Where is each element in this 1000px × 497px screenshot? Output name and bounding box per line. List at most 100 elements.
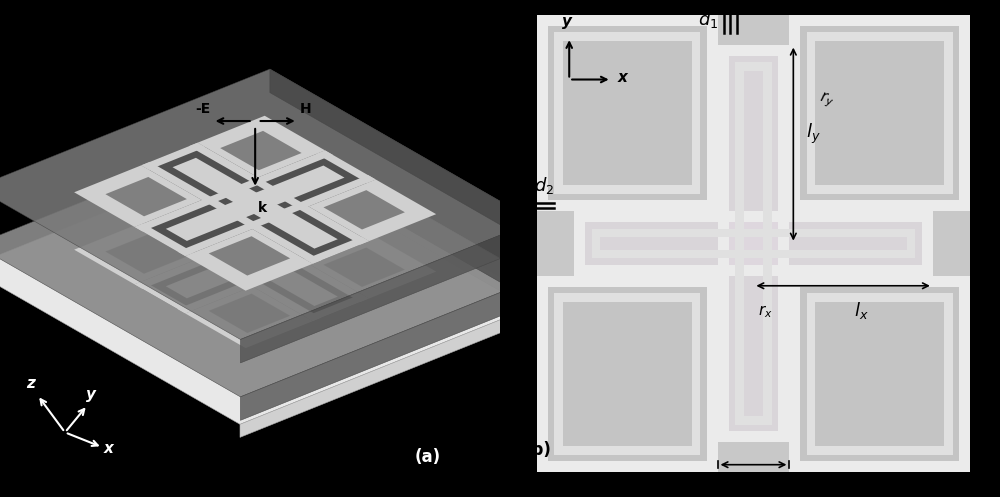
Polygon shape bbox=[135, 151, 376, 256]
Polygon shape bbox=[135, 281, 194, 314]
Bar bbox=[574, 265, 933, 276]
Bar bbox=[537, 276, 548, 472]
Bar bbox=[944, 293, 953, 455]
Polygon shape bbox=[270, 146, 543, 316]
Bar bbox=[789, 15, 970, 211]
Polygon shape bbox=[141, 200, 369, 321]
Text: $d_1$: $d_1$ bbox=[698, 9, 719, 30]
Bar bbox=[554, 446, 700, 455]
Bar bbox=[807, 446, 953, 455]
Polygon shape bbox=[135, 208, 333, 289]
Polygon shape bbox=[316, 208, 376, 241]
Polygon shape bbox=[198, 116, 325, 177]
Bar bbox=[554, 293, 700, 302]
Polygon shape bbox=[240, 221, 535, 363]
Bar bbox=[729, 56, 778, 431]
Bar bbox=[959, 15, 970, 211]
Polygon shape bbox=[323, 190, 405, 230]
Text: (b): (b) bbox=[524, 441, 551, 459]
Polygon shape bbox=[0, 127, 535, 397]
Bar bbox=[574, 211, 585, 276]
Bar bbox=[692, 32, 700, 194]
Text: h: h bbox=[568, 220, 579, 235]
Bar bbox=[789, 276, 800, 472]
Polygon shape bbox=[240, 303, 543, 437]
Bar bbox=[789, 276, 970, 472]
Bar bbox=[959, 276, 970, 472]
Bar bbox=[537, 276, 718, 472]
Text: y: y bbox=[86, 387, 96, 402]
Bar bbox=[537, 200, 718, 211]
Bar bbox=[592, 250, 915, 258]
Bar bbox=[789, 276, 970, 287]
Text: x: x bbox=[618, 70, 628, 85]
Bar bbox=[735, 62, 772, 71]
Bar bbox=[537, 15, 970, 472]
Polygon shape bbox=[141, 219, 321, 321]
Polygon shape bbox=[198, 173, 325, 235]
Bar bbox=[707, 276, 718, 472]
Polygon shape bbox=[240, 278, 535, 420]
Bar bbox=[585, 222, 922, 265]
Text: y: y bbox=[562, 14, 572, 29]
Polygon shape bbox=[141, 143, 369, 264]
Polygon shape bbox=[105, 235, 187, 274]
Text: H: H bbox=[300, 102, 312, 116]
Text: -E: -E bbox=[195, 102, 210, 116]
Bar bbox=[763, 62, 772, 425]
Bar bbox=[554, 32, 700, 41]
Bar bbox=[692, 293, 700, 455]
Polygon shape bbox=[141, 143, 205, 170]
Text: k: k bbox=[258, 201, 267, 215]
Polygon shape bbox=[305, 294, 369, 321]
Bar bbox=[789, 15, 970, 26]
Bar bbox=[537, 15, 718, 211]
Bar bbox=[554, 32, 563, 194]
Polygon shape bbox=[189, 143, 369, 245]
Bar bbox=[778, 45, 789, 442]
Polygon shape bbox=[220, 131, 302, 170]
Polygon shape bbox=[185, 286, 313, 348]
Bar bbox=[922, 211, 933, 276]
Polygon shape bbox=[173, 158, 338, 248]
Bar bbox=[592, 229, 915, 237]
Polygon shape bbox=[166, 166, 344, 241]
Bar bbox=[807, 293, 953, 302]
Text: $p_y$: $p_y$ bbox=[997, 233, 1000, 254]
Polygon shape bbox=[316, 151, 376, 183]
Polygon shape bbox=[309, 237, 436, 299]
Polygon shape bbox=[323, 248, 405, 287]
Polygon shape bbox=[270, 127, 535, 302]
Bar bbox=[554, 293, 563, 455]
Polygon shape bbox=[105, 177, 187, 216]
Bar bbox=[707, 15, 718, 211]
Polygon shape bbox=[74, 223, 202, 284]
Bar bbox=[735, 416, 772, 425]
Polygon shape bbox=[173, 215, 338, 306]
Bar bbox=[807, 32, 953, 41]
Polygon shape bbox=[0, 69, 535, 339]
Bar bbox=[807, 185, 953, 194]
Text: $l_y$: $l_y$ bbox=[806, 122, 820, 146]
Text: $l_x$: $l_x$ bbox=[854, 300, 868, 321]
Bar bbox=[718, 45, 789, 56]
Polygon shape bbox=[141, 162, 321, 264]
Bar bbox=[718, 431, 789, 442]
Bar bbox=[592, 229, 600, 258]
Bar bbox=[537, 276, 718, 287]
Text: $d_2$: $d_2$ bbox=[534, 175, 554, 196]
Text: $r_x$: $r_x$ bbox=[758, 303, 773, 320]
Bar bbox=[807, 293, 815, 455]
Polygon shape bbox=[189, 200, 369, 302]
Bar bbox=[807, 32, 815, 194]
Polygon shape bbox=[185, 229, 313, 291]
Bar bbox=[789, 15, 800, 211]
Bar bbox=[574, 211, 933, 276]
Polygon shape bbox=[209, 236, 290, 275]
Text: (a): (a) bbox=[415, 448, 441, 466]
Bar bbox=[718, 45, 789, 442]
Text: x: x bbox=[104, 441, 114, 456]
Polygon shape bbox=[177, 233, 376, 314]
Bar bbox=[554, 185, 700, 194]
Polygon shape bbox=[135, 208, 376, 314]
